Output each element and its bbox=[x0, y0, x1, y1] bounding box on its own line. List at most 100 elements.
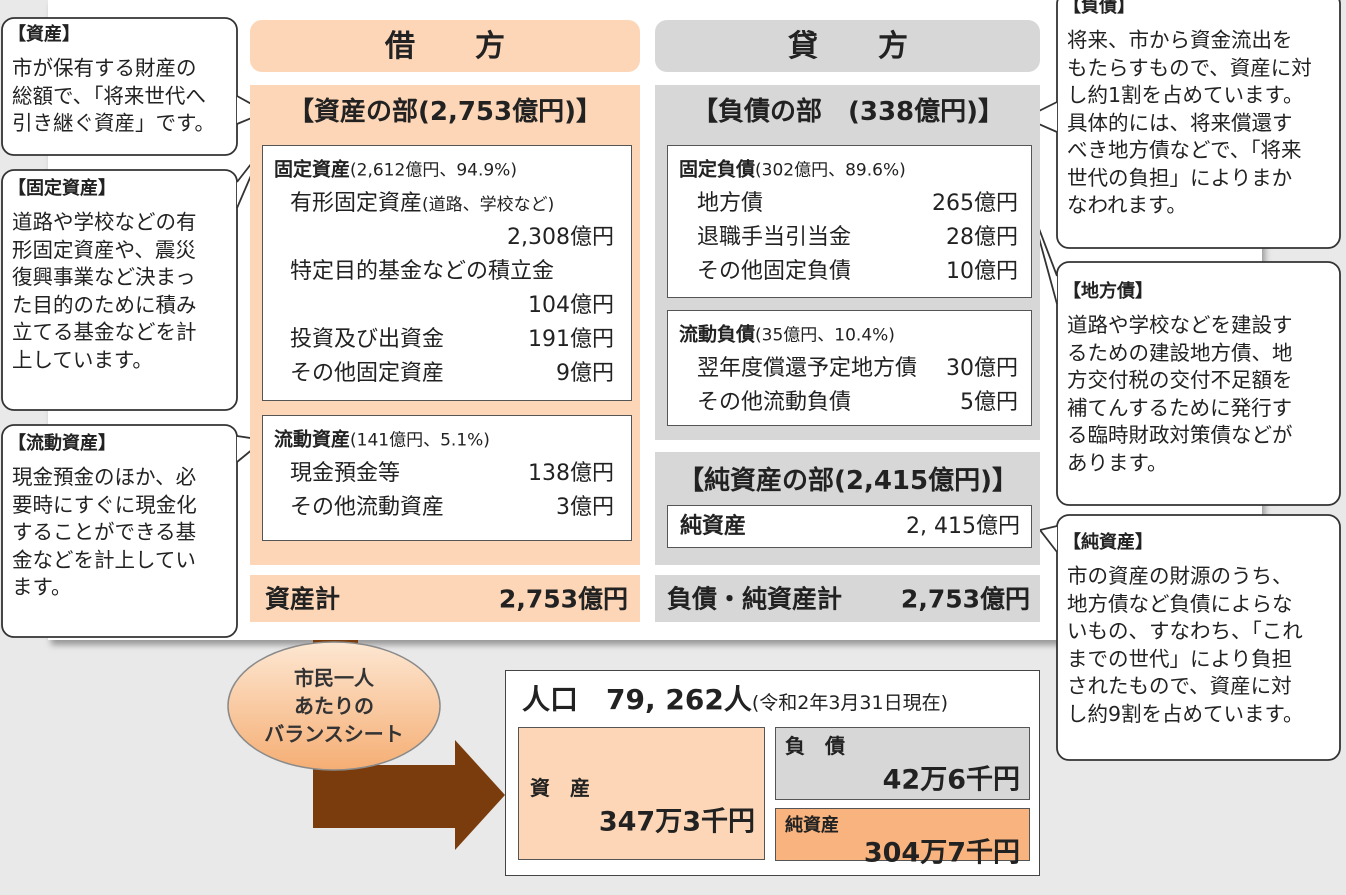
pc-assets bbox=[518, 727, 765, 860]
population: 人口 79, 262人 (令和2年3月31日現在) bbox=[522, 686, 948, 714]
label: 人口 79, 262人 bbox=[522, 683, 752, 716]
callout-box bbox=[1, 169, 238, 411]
label: その他固定資産 bbox=[290, 361, 445, 386]
account-box bbox=[262, 145, 632, 401]
header: 貸 方 bbox=[788, 29, 908, 64]
bubble-text: 市民一人 bbox=[294, 666, 374, 690]
item-label: 地方債 bbox=[697, 193, 763, 215]
callout-title: 【資産】 bbox=[8, 24, 80, 45]
item-value: 5億円 bbox=[960, 390, 1018, 415]
callout-text: ます。 bbox=[12, 574, 72, 599]
callout-text: 上しています。 bbox=[12, 347, 153, 372]
callout-box bbox=[1, 17, 238, 156]
box-title: 流動資産 (141億円、5.1%) bbox=[274, 428, 490, 451]
pc-liabilities bbox=[775, 727, 1030, 800]
label: 固定資産 bbox=[274, 158, 351, 181]
item-label: 特定目的基金などの積立金 bbox=[290, 261, 554, 283]
pc-net-assets bbox=[775, 808, 1030, 861]
item-value: 3億円 bbox=[556, 495, 614, 520]
callout-text: 金などを計上してい bbox=[12, 547, 196, 572]
item-label: 有形固定資産 (道路、学校など) bbox=[290, 193, 554, 215]
detail: (302億円、89.6%) bbox=[755, 160, 906, 181]
item-value: 10億円 bbox=[946, 259, 1018, 284]
item-label: 投資及び出資金 bbox=[290, 329, 444, 351]
credit-header bbox=[655, 20, 1040, 72]
label: 流動負債 bbox=[679, 323, 756, 346]
account-box bbox=[667, 310, 1032, 426]
total-label: 負債・純資産計 bbox=[667, 584, 843, 614]
account-box bbox=[262, 415, 632, 541]
credit-total-bar bbox=[655, 575, 1040, 622]
callout-text: る臨時財政対策債などが bbox=[1067, 422, 1293, 447]
label: その他流動負債 bbox=[697, 390, 852, 415]
item-value: 2,308億円 bbox=[507, 225, 614, 250]
label: 固定負債 bbox=[679, 158, 756, 181]
callout-box bbox=[1056, 261, 1341, 506]
callout-title: 【固定資産】 bbox=[8, 178, 116, 199]
callout-text: 総額で、「将来世代へ bbox=[12, 83, 206, 108]
total-label: 資産計 bbox=[265, 584, 341, 614]
item-value: 9億円 bbox=[556, 361, 614, 386]
callout-text: 道路や学校などの有 bbox=[12, 209, 197, 234]
detail: (141億円、5.1%) bbox=[350, 430, 490, 451]
section-title: 【純資産の部(2,415億円)】 bbox=[677, 466, 1019, 496]
net-assets-box bbox=[667, 505, 1032, 548]
section-title: 【負債の部 (338億円)】 bbox=[691, 97, 1005, 127]
callout-text: なわれます。 bbox=[1067, 192, 1187, 217]
callout-text: 補てんするために発行す bbox=[1067, 395, 1293, 420]
callout-text: いもの、すなわち、「これ bbox=[1067, 618, 1303, 643]
callout-text: し約1割を占めています。 bbox=[1067, 82, 1304, 107]
item-value: 138億円 bbox=[528, 461, 614, 486]
callout-box bbox=[1, 424, 238, 638]
bubble-text: バランスシート bbox=[264, 722, 404, 746]
header: 借 方 bbox=[385, 29, 505, 64]
callout-text: 立てる基金などを計 bbox=[12, 319, 197, 344]
item-value: 30億円 bbox=[946, 356, 1018, 381]
callout-text: 具体的には、将来償還す bbox=[1067, 110, 1293, 135]
callout-text: 要時にすぐに現金化 bbox=[12, 492, 197, 517]
callout-text: 地方債など負債によらな bbox=[1067, 591, 1293, 616]
callout-text: 将来、市から資金流出を bbox=[1067, 27, 1293, 52]
callout-tail bbox=[1038, 525, 1058, 553]
label: その他流動資産 bbox=[290, 495, 445, 520]
callout-title: 【負債】 bbox=[1063, 0, 1135, 17]
label: 特定目的基金などの積立金 bbox=[290, 259, 555, 284]
callout-text: 市が保有する財産の bbox=[12, 55, 197, 80]
arrow bbox=[313, 640, 505, 850]
item-label: その他固定資産 bbox=[290, 363, 444, 385]
bubble-text: あたりの bbox=[294, 694, 374, 718]
pc-value: 304万7千円 bbox=[863, 837, 1020, 869]
callout-title: 【純資産】 bbox=[1063, 532, 1153, 553]
pc-label: 負 債 bbox=[785, 734, 845, 758]
callout-text: 現金預金のほか、必 bbox=[12, 464, 197, 489]
callout-text: べき地方債などで、「将来 bbox=[1067, 137, 1302, 162]
detail: (道路、学校など) bbox=[422, 195, 555, 215]
item-value: 265億円 bbox=[932, 191, 1018, 216]
label: 投資及び出資金 bbox=[290, 327, 445, 352]
callout-text: までの世代」により負担 bbox=[1067, 646, 1293, 671]
label: 流動資産 bbox=[274, 428, 351, 451]
callout-title: 【流動資産】 bbox=[8, 433, 116, 454]
bubble bbox=[227, 641, 441, 771]
label: 現金預金等 bbox=[290, 461, 401, 486]
pc-value: 347万3千円 bbox=[598, 806, 755, 838]
item-value: 191億円 bbox=[528, 327, 614, 352]
account-box bbox=[667, 145, 1032, 298]
callout-text: もたらすもので、資産に対 bbox=[1067, 55, 1312, 80]
item-label: 退職手当引当金 bbox=[697, 227, 851, 249]
callout-text: た目的のために積み bbox=[12, 292, 197, 317]
net-value: 2, 415億円 bbox=[906, 514, 1020, 539]
item-label: その他固定負債 bbox=[697, 261, 851, 283]
callout-text: 方交付税の交付不足額を bbox=[1067, 367, 1293, 392]
callout-text: 世代の負担」によりまか bbox=[1067, 165, 1293, 190]
item-value: 28億円 bbox=[946, 225, 1018, 250]
callout-text: 引き継ぐ資産」です。 bbox=[12, 110, 215, 135]
callout-text: 道路や学校などを建設す bbox=[1067, 312, 1293, 337]
box-title: 固定負債 (302億円、89.6%) bbox=[679, 158, 906, 181]
item-label: 現金預金等 bbox=[290, 463, 400, 485]
callout-text: されたもので、資産に対 bbox=[1067, 673, 1292, 698]
callout-text: 復興事業など決まっ bbox=[12, 264, 196, 289]
label: その他固定負債 bbox=[697, 259, 852, 284]
label: 翌年度償還予定地方債 bbox=[697, 356, 918, 381]
callout-title: 【地方債】 bbox=[1063, 281, 1153, 302]
